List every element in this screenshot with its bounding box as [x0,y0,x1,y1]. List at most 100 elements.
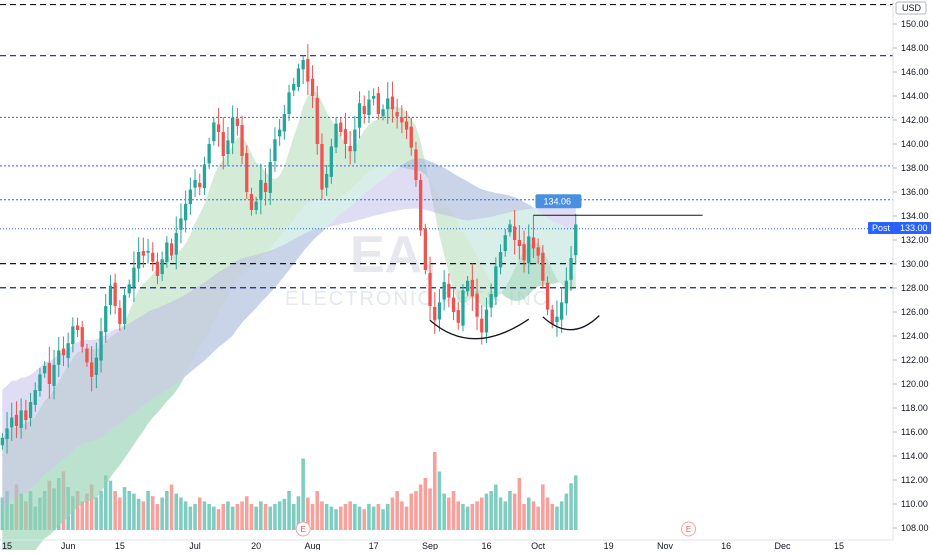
candle-body[interactable] [14,414,19,426]
candle-body[interactable] [531,237,536,249]
candle-body[interactable] [409,126,413,148]
candle-body[interactable] [404,121,409,130]
candle-body[interactable] [447,283,451,298]
candle-body[interactable] [428,272,432,306]
candle-body[interactable] [52,364,56,386]
candle-body[interactable] [43,366,47,374]
candle-body[interactable] [414,149,418,180]
candle-body[interactable] [38,374,42,391]
candle-body[interactable] [141,251,145,256]
candle-body[interactable] [315,97,319,144]
candle-body[interactable] [263,182,268,192]
candle-body[interactable] [381,109,385,116]
candle-body[interactable] [193,180,197,188]
candle-body[interactable] [466,280,470,292]
candle-body[interactable] [94,357,98,375]
candle-body[interactable] [99,331,103,361]
candle-body[interactable] [57,350,61,365]
candle-body[interactable] [301,60,305,70]
earnings-marker[interactable] [681,521,697,537]
candle-body[interactable] [461,290,465,326]
candle-body[interactable] [216,124,221,132]
candle-body[interactable] [108,285,113,306]
candle-body[interactable] [296,68,301,87]
candle-body[interactable] [273,139,277,162]
candle-body[interactable] [104,306,108,333]
candle-body[interactable] [207,144,211,164]
candle-body[interactable] [28,402,33,419]
candle-body[interactable] [165,242,169,263]
candlesticks[interactable] [0,44,578,454]
candle-body[interactable] [480,318,484,333]
candle-body[interactable] [226,140,230,155]
candle-body[interactable] [362,106,366,114]
price-axis[interactable]: USD 108.00 110.00 112.00 114.00 116.00 118.00… [868,0,932,540]
candle-body[interactable] [188,189,192,204]
candle-body[interactable] [169,243,174,256]
candle-body[interactable] [494,266,498,297]
candle-body[interactable] [456,310,460,323]
candle-body[interactable] [47,363,51,384]
candle-body[interactable] [489,294,493,308]
candle-body[interactable] [85,348,89,363]
candle-body[interactable] [372,96,376,99]
candle-body[interactable] [127,284,131,294]
candle-body[interactable] [146,250,150,253]
candle-body[interactable] [442,282,446,300]
earnings-marker[interactable] [295,521,311,537]
candle-body[interactable] [268,162,272,193]
candle-body[interactable] [254,201,258,210]
candle-body[interactable] [367,99,371,115]
candle-body[interactable] [564,280,568,304]
candle-body[interactable] [240,125,244,156]
candle-body[interactable] [527,236,531,264]
candle-body[interactable] [395,112,399,117]
candle-body[interactable] [343,129,348,144]
candle-body[interactable] [517,240,521,246]
candle-body[interactable] [160,259,164,275]
candle-body[interactable] [329,146,333,177]
candle-body[interactable] [451,297,456,312]
candle-body[interactable] [212,122,216,142]
candle-body[interactable] [376,93,380,114]
candle-body[interactable] [574,224,578,256]
candle-body[interactable] [555,316,559,323]
candle-body[interactable] [292,84,296,91]
candle-body[interactable] [508,224,512,233]
candle-body[interactable] [437,302,442,320]
candle-body[interactable] [475,293,479,317]
candle-body[interactable] [470,279,474,297]
candle-body[interactable] [24,410,28,420]
candle-body[interactable] [400,117,404,123]
candle-body[interactable] [113,282,117,306]
candle-body[interactable] [423,228,427,270]
candle-body[interactable] [320,144,324,190]
candle-body[interactable] [221,132,225,156]
candle-body[interactable] [71,326,75,345]
candle-body[interactable] [231,117,235,144]
candle-body[interactable] [325,174,329,188]
candle-body[interactable] [184,204,188,221]
candle-body[interactable] [536,247,540,256]
candle-body[interactable] [61,348,66,356]
candle-body[interactable] [5,428,9,439]
candle-body[interactable] [522,244,526,261]
candle-body[interactable] [569,258,573,280]
candle-body[interactable] [259,180,263,200]
candle-body[interactable] [90,362,94,377]
candle-body[interactable] [151,252,155,262]
candle-body[interactable] [503,235,507,252]
candle-body[interactable] [202,164,207,189]
candle-body[interactable] [541,252,545,281]
candle-body[interactable] [287,92,291,114]
candle-body[interactable] [433,306,437,321]
candle-body[interactable] [10,417,14,428]
candle-body[interactable] [19,410,23,428]
candle-body[interactable] [33,390,37,405]
candle-body[interactable] [0,438,4,446]
candle-body[interactable] [513,226,517,240]
candle-body[interactable] [282,114,286,132]
post-market-badge[interactable] [868,222,931,234]
candle-body[interactable] [310,78,315,96]
